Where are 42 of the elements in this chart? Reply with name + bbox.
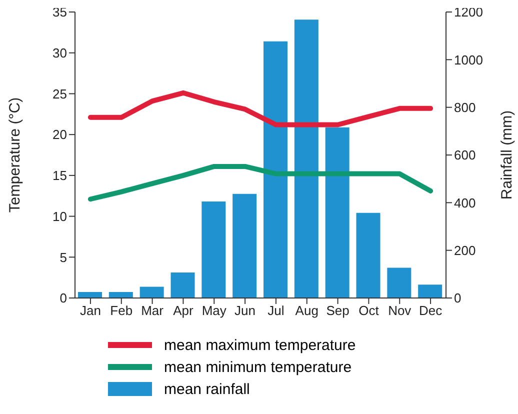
bar — [264, 41, 288, 298]
legend-label: mean maximum temperature — [164, 336, 356, 354]
x-tick-label: Apr — [173, 303, 194, 318]
bar — [294, 20, 318, 298]
bar — [78, 292, 102, 298]
legend-label: mean rainfall — [164, 380, 250, 398]
x-tick-label: Jul — [268, 303, 284, 318]
bar — [140, 286, 164, 298]
x-tick-label: Mar — [141, 303, 164, 318]
x-tick-label: Oct — [358, 303, 380, 318]
y-tick-label: 0 — [60, 290, 67, 306]
bar — [108, 292, 133, 298]
y2-tick-label: 400 — [454, 195, 476, 210]
bar — [418, 284, 442, 298]
bar — [202, 201, 226, 298]
x-tick-label: Nov — [388, 303, 412, 318]
y-tick-label: 5 — [60, 250, 67, 265]
y-tick-label: 25 — [52, 86, 67, 102]
x-tick-label: Sep — [326, 303, 350, 318]
x-tick-label: Jan — [80, 303, 101, 318]
y2-tick-label: 1000 — [454, 52, 483, 68]
bar — [232, 194, 257, 298]
y2-tick-label: 0 — [454, 290, 462, 306]
y2-tick-label: 200 — [454, 242, 476, 258]
y2-axis-title: Rainfall (mm) — [498, 110, 516, 200]
bar — [325, 127, 350, 298]
y-axis-title: Temperature (°C) — [6, 97, 24, 213]
bar — [387, 268, 412, 298]
bar — [170, 272, 195, 298]
y-tick-label: 20 — [52, 127, 67, 142]
y-tick-label: 10 — [52, 208, 67, 224]
legend-label: mean minimum temperature — [164, 358, 352, 376]
y-tick-label: 15 — [52, 168, 67, 184]
x-tick-label: Feb — [110, 303, 133, 318]
x-tick-label: Aug — [295, 303, 318, 318]
y2-tick-label: 800 — [454, 100, 476, 115]
x-tick-label: Dec — [418, 303, 443, 318]
y2-tick-label: 600 — [454, 148, 476, 163]
y-tick-label: 30 — [52, 45, 67, 60]
x-tick-label: Jun — [234, 303, 256, 318]
x-tick-label: May — [202, 303, 227, 318]
bar — [356, 212, 380, 298]
